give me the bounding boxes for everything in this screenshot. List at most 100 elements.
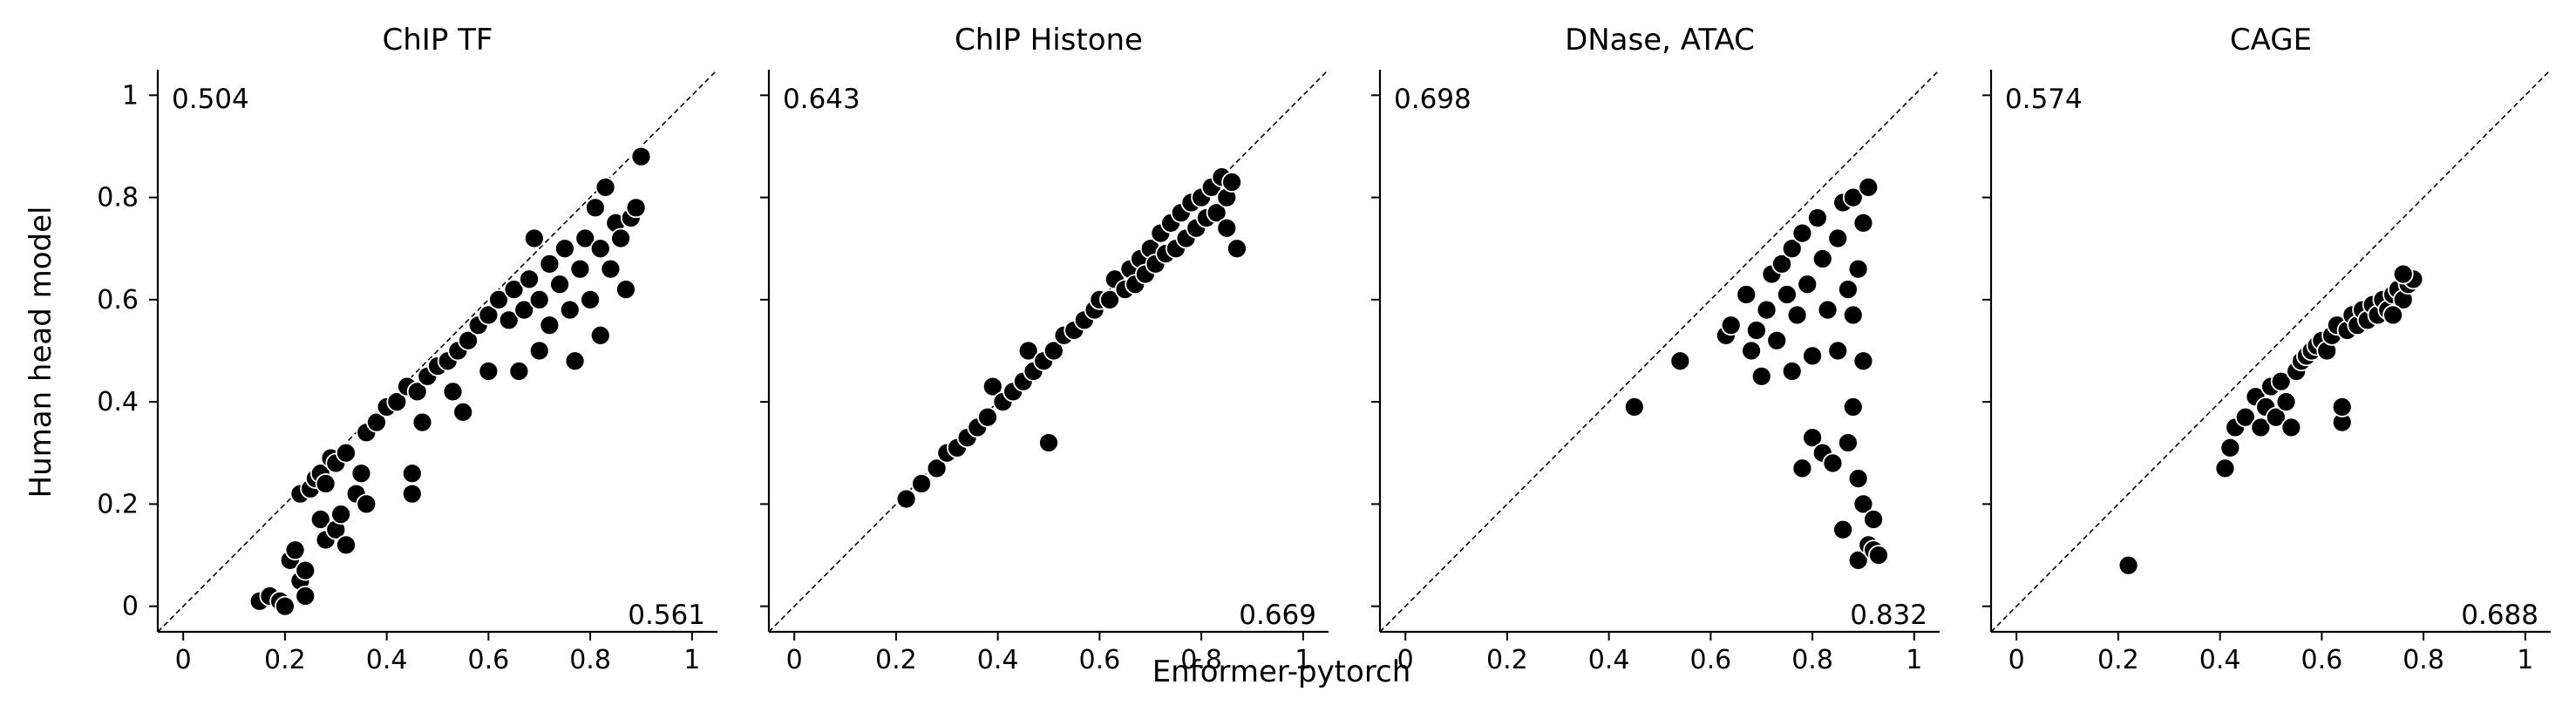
data-point [1827, 227, 1849, 249]
y-tick-label: 0 [122, 592, 139, 622]
data-point [1227, 238, 1247, 260]
data-point [2265, 406, 2287, 428]
data-point [2280, 417, 2302, 438]
data-point [589, 238, 611, 260]
data-point [595, 176, 616, 198]
data-point [1791, 222, 1813, 244]
scatter-panel: ChIP TF 0 0.2 0.4 0.6 0.8 1 0 0.2 0.4 0.6 0.8 1 0.504… [97, 23, 718, 675]
panel-title: DNase, ATAC [1565, 23, 1755, 58]
data-point [615, 279, 636, 301]
data-point [1817, 299, 1839, 321]
data-point [1781, 238, 1803, 260]
data-point [2250, 417, 2272, 438]
data-point [1802, 345, 1823, 367]
data-point [2392, 263, 2414, 285]
data-point [549, 274, 570, 295]
y-tick-label: 1 [122, 80, 139, 111]
x-tick-label: 0.6 [1690, 645, 1732, 675]
x-tick-label: 0.4 [1588, 645, 1630, 675]
x-tick-label: 1 [1906, 645, 1922, 675]
x-tick-label: 1 [1295, 645, 1311, 675]
data-point [513, 299, 535, 321]
data-point [295, 586, 316, 607]
data-point [2219, 437, 2241, 458]
x-tick-label: 1 [683, 645, 700, 675]
data-point [1838, 432, 1859, 453]
data-point [1868, 545, 1889, 566]
data-point [1099, 288, 1120, 310]
y-tick-label: 0.6 [97, 285, 139, 315]
data-point [630, 146, 652, 167]
data-point [1832, 519, 1854, 540]
data-point [1863, 509, 1885, 530]
panel-title: ChIP TF [383, 23, 493, 58]
data-point [1797, 274, 1818, 295]
x-tick-label: 1 [2517, 645, 2533, 675]
data-point [458, 329, 479, 351]
y-tick-label: 0.4 [97, 387, 139, 417]
data-point [2214, 458, 2236, 479]
data-point [1852, 350, 1874, 372]
y-tick-label: 0.2 [97, 489, 139, 519]
bottom-right-annotation: 0.669 [1239, 600, 1316, 631]
data-point [1852, 213, 1874, 234]
data-point [2117, 554, 2139, 576]
data-point [1766, 329, 1788, 351]
data-point [442, 381, 464, 403]
x-tick-label: 0.4 [977, 645, 1019, 675]
y-axis-label: Human head model [24, 207, 58, 498]
x-tick-label: 0.6 [2301, 645, 2343, 675]
data-point [1756, 299, 1777, 321]
data-point [336, 442, 357, 464]
data-point [1720, 315, 1742, 336]
x-tick-label: 0.8 [1791, 645, 1833, 675]
data-point [284, 539, 306, 561]
data-point [589, 325, 611, 346]
data-point [1842, 304, 1864, 326]
data-point [1858, 176, 1879, 198]
data-point [488, 288, 509, 310]
x-tick-label: 0.2 [264, 645, 306, 675]
data-point [498, 309, 520, 331]
data-point [503, 279, 525, 301]
data-point [411, 411, 433, 433]
data-point [1781, 361, 1803, 382]
data-point [366, 411, 387, 433]
data-point [386, 391, 408, 413]
data-point [564, 350, 586, 372]
x-tick-label: 0.6 [1079, 645, 1121, 675]
data-point [554, 238, 575, 260]
data-point [401, 463, 423, 485]
data-point [1842, 186, 1864, 208]
top-left-annotation: 0.504 [172, 84, 249, 115]
data-point [1847, 550, 1869, 571]
data-point [580, 288, 601, 310]
data-point [356, 493, 377, 515]
data-point [539, 315, 561, 336]
top-left-annotation: 0.698 [1394, 84, 1472, 115]
data-point [275, 595, 296, 617]
data-point [1669, 350, 1691, 372]
data-point [1741, 340, 1762, 362]
data-point [1216, 217, 1238, 239]
data-point [1847, 258, 1869, 280]
x-tick-label: 0.8 [2403, 645, 2444, 675]
data-point [1745, 320, 1767, 341]
data-point [1017, 340, 1039, 362]
data-point [2270, 370, 2292, 392]
data-point [523, 227, 545, 249]
data-point [1838, 279, 1859, 301]
x-tick-label: 0.8 [569, 645, 611, 675]
data-point [350, 463, 372, 485]
x-tick-label: 0.4 [366, 645, 408, 675]
x-tick-label: 0 [786, 645, 803, 675]
data-point [977, 406, 998, 428]
data-point [1791, 458, 1813, 479]
data-point [585, 197, 606, 219]
data-point [539, 253, 561, 275]
data-point [1736, 284, 1757, 305]
data-point [2382, 304, 2403, 326]
scatter-panel: CAGE 0 0.2 0.4 0.6 0.8 1 0.574 0.688 [1982, 23, 2552, 675]
data-point [1842, 397, 1864, 417]
